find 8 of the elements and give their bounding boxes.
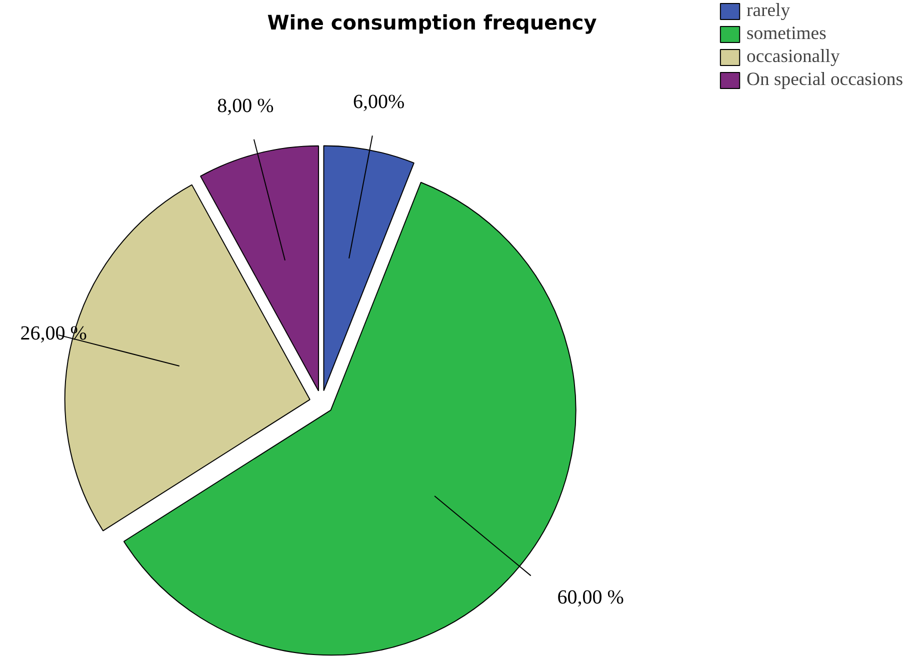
legend-label: On special occasions bbox=[746, 69, 903, 91]
data-label: 6,00% bbox=[353, 90, 405, 113]
data-label: 60,00 % bbox=[557, 586, 624, 609]
legend-label: rarely bbox=[746, 0, 790, 22]
chart-title: Wine consumption frequency bbox=[267, 10, 597, 34]
data-label: 8,00 % bbox=[217, 95, 274, 118]
legend-label: occasionally bbox=[746, 46, 840, 68]
legend-label: sometimes bbox=[746, 23, 826, 45]
